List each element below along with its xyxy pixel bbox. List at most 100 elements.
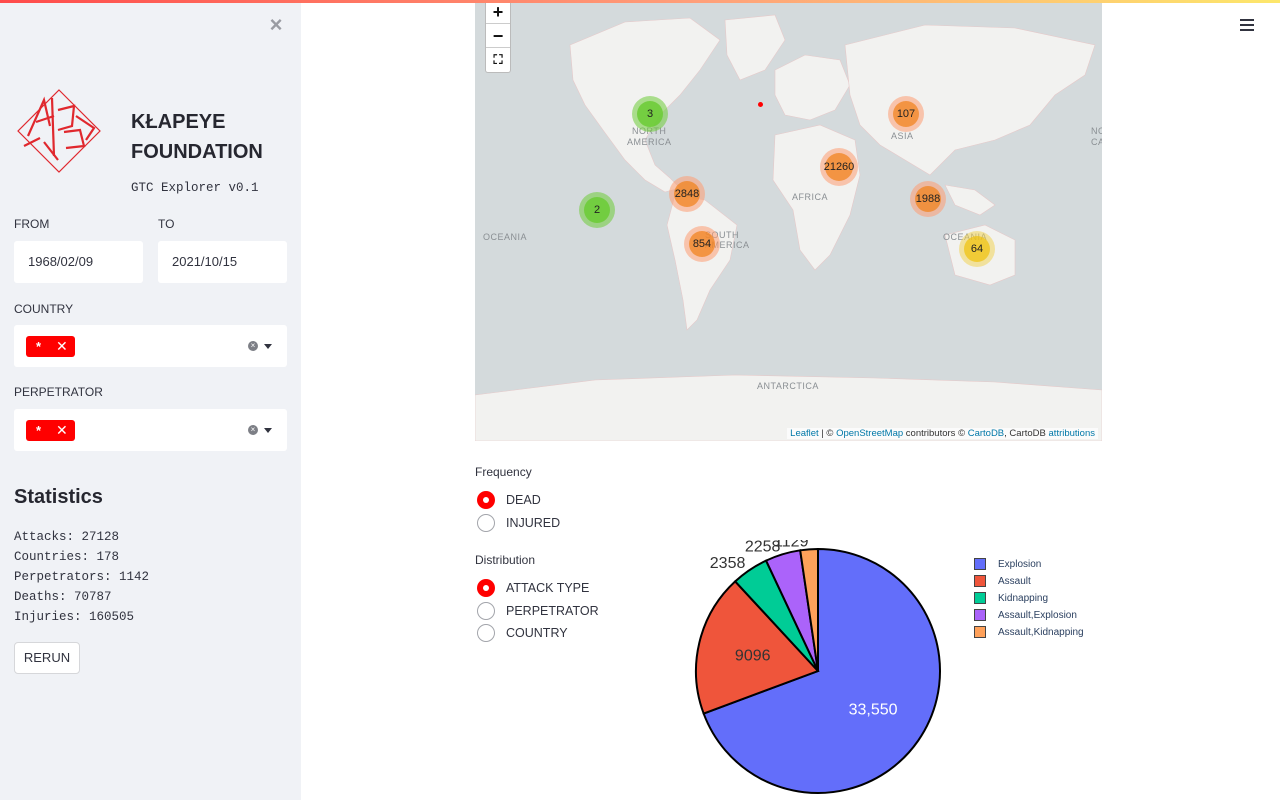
stat-attacks: Attacks: 27128	[14, 530, 120, 544]
brand-line-2: FOUNDATION	[131, 141, 263, 163]
stat-countries: Countries: 178	[14, 550, 120, 564]
stat-injuries: Injuries: 160505	[14, 610, 135, 624]
legend-item[interactable]: Assault,Explosion	[974, 609, 1077, 621]
perpetrator-multiselect[interactable]: * ✕ ×	[14, 409, 287, 451]
pie-slice-explosion[interactable]	[702, 547, 941, 794]
cluster-count: 2848	[674, 181, 700, 207]
cluster-count: 854	[689, 231, 715, 257]
map-label: ANTARCTICA	[757, 381, 819, 391]
map-cluster[interactable]: 64	[959, 231, 995, 267]
legend-label: Assault,Kidnapping	[998, 626, 1084, 638]
chevron-down-icon[interactable]	[264, 428, 272, 433]
pie-value-label: 2358	[710, 555, 746, 572]
pie-slice-assault[interactable]	[695, 579, 820, 715]
radio-injured[interactable]: INJURED	[477, 514, 560, 532]
radio-button[interactable]	[477, 602, 495, 620]
frequency-label: Frequency	[475, 465, 532, 479]
cluster-count: 107	[893, 101, 919, 127]
foundation-logo	[17, 89, 101, 173]
attribution-text: , CartoDB	[1004, 428, 1049, 439]
radio-label: ATTACK TYPE	[506, 581, 590, 595]
world-map[interactable]: + − ⛶ NORTH AMERICA ASIA AFRICA OCEANIA …	[475, 0, 1102, 441]
legend-item[interactable]: Assault,Kidnapping	[974, 626, 1084, 638]
legend-label: Assault,Explosion	[998, 609, 1077, 621]
sidebar: × KŁAPEYE FOUNDATION GTC Explorer v0.1 F…	[0, 0, 301, 800]
from-date-input[interactable]: 1968/02/09	[14, 241, 143, 283]
legend-swatch	[974, 609, 986, 621]
to-label: TO	[158, 217, 175, 231]
radio-country[interactable]: COUNTRY	[477, 624, 568, 642]
legend-swatch	[974, 558, 986, 570]
cluster-count: 2	[584, 197, 610, 223]
main-menu-icon[interactable]	[1240, 19, 1254, 33]
legend-label: Explosion	[998, 558, 1042, 570]
top-decoration-bar	[0, 0, 1280, 3]
country-multiselect[interactable]: * ✕ ×	[14, 325, 287, 367]
map-cluster[interactable]: 2	[579, 192, 615, 228]
map-label: SOUTH	[705, 230, 739, 240]
radio-button[interactable]	[477, 579, 495, 597]
radio-dead[interactable]: DEAD	[477, 491, 541, 509]
attributions-link[interactable]: attributions	[1048, 428, 1095, 439]
radio-attack-type[interactable]: ATTACK TYPE	[477, 579, 589, 597]
legend-swatch	[974, 626, 986, 638]
close-sidebar-icon[interactable]: ×	[269, 12, 283, 37]
cluster-count: 3	[637, 101, 663, 127]
map-cluster[interactable]: 3	[632, 96, 668, 132]
map-cluster[interactable]: 1988	[910, 181, 946, 217]
radio-label: PERPETRATOR	[506, 604, 599, 618]
legend-label: Kidnapping	[998, 592, 1049, 604]
zoom-control: + − ⛶	[485, 0, 511, 73]
clear-selection-icon[interactable]: ×	[248, 341, 258, 351]
osm-link[interactable]: OpenStreetMap	[836, 428, 904, 439]
map-label: CA	[1091, 137, 1102, 147]
perpetrator-tag: * ✕	[26, 420, 75, 441]
to-date-input[interactable]: 2021/10/15	[158, 241, 287, 283]
map-cluster[interactable]: 854	[684, 226, 720, 262]
map-cluster[interactable]: 107	[888, 96, 924, 132]
attribution-text: contributors ©	[903, 428, 968, 439]
cluster-count: 64	[964, 236, 990, 262]
brand-title: KŁAPEYE FOUNDATION	[131, 107, 291, 167]
zoom-out-button[interactable]: −	[486, 24, 510, 48]
radio-label: COUNTRY	[506, 626, 568, 640]
stat-deaths: Deaths: 70787	[14, 590, 112, 604]
pie-value-label: 33,550	[849, 701, 898, 718]
pie-value-label: 9096	[735, 647, 771, 664]
brand-line-1: KŁAPEYE	[131, 111, 226, 133]
map-cluster[interactable]: 21260	[820, 148, 858, 186]
rerun-button[interactable]: RERUN	[14, 642, 80, 674]
country-tag: * ✕	[26, 336, 75, 357]
map-cluster[interactable]: 2848	[669, 176, 705, 212]
remove-tag-icon[interactable]: ✕	[56, 422, 68, 438]
event-marker[interactable]	[758, 102, 763, 107]
map-label: NO	[1091, 126, 1102, 136]
radio-button[interactable]	[477, 491, 495, 509]
cluster-count: 1988	[915, 186, 941, 212]
radio-label: INJURED	[506, 516, 561, 530]
legend-item[interactable]: Explosion	[974, 558, 1041, 570]
radio-label: DEAD	[506, 493, 541, 507]
country-label: COUNTRY	[14, 302, 74, 316]
pie-slice-assault-kidnapping[interactable]	[799, 547, 819, 672]
radio-button[interactable]	[477, 624, 495, 642]
from-label: FROM	[14, 217, 50, 231]
leaflet-link[interactable]: Leaflet	[790, 428, 819, 439]
remove-tag-icon[interactable]: ✕	[56, 338, 68, 354]
clear-selection-icon[interactable]: ×	[248, 425, 258, 435]
map-landmass	[475, 14, 1102, 441]
perpetrator-label: PERPETRATOR	[14, 385, 103, 399]
legend-item[interactable]: Assault	[974, 575, 1031, 587]
legend-item[interactable]: Kidnapping	[974, 592, 1048, 604]
map-label: AMERICA	[705, 240, 750, 250]
radio-button[interactable]	[477, 514, 495, 532]
stat-perpetrators: Perpetrators: 1142	[14, 570, 150, 584]
zoom-in-button[interactable]: +	[486, 0, 510, 24]
chevron-down-icon[interactable]	[264, 344, 272, 349]
cartodb-link[interactable]: CartoDB	[967, 428, 1005, 439]
fullscreen-icon[interactable]: ⛶	[493, 52, 503, 67]
radio-perpetrator[interactable]: PERPETRATOR	[477, 602, 599, 620]
map-label: AMERICA	[627, 137, 672, 147]
legend-swatch	[974, 592, 986, 604]
